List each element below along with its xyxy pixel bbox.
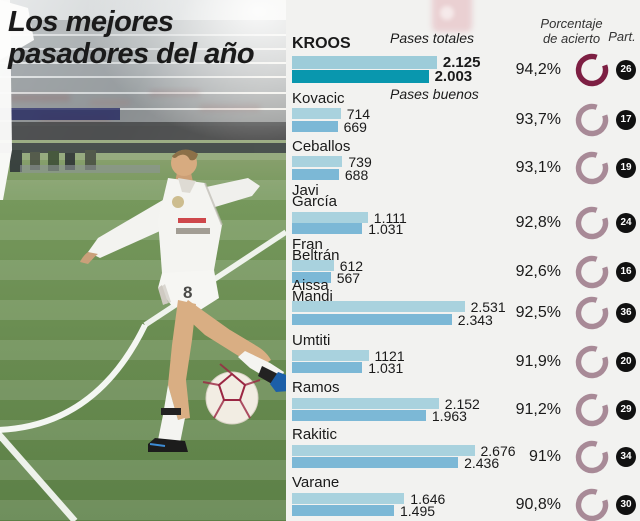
- svg-text:8: 8: [183, 283, 192, 302]
